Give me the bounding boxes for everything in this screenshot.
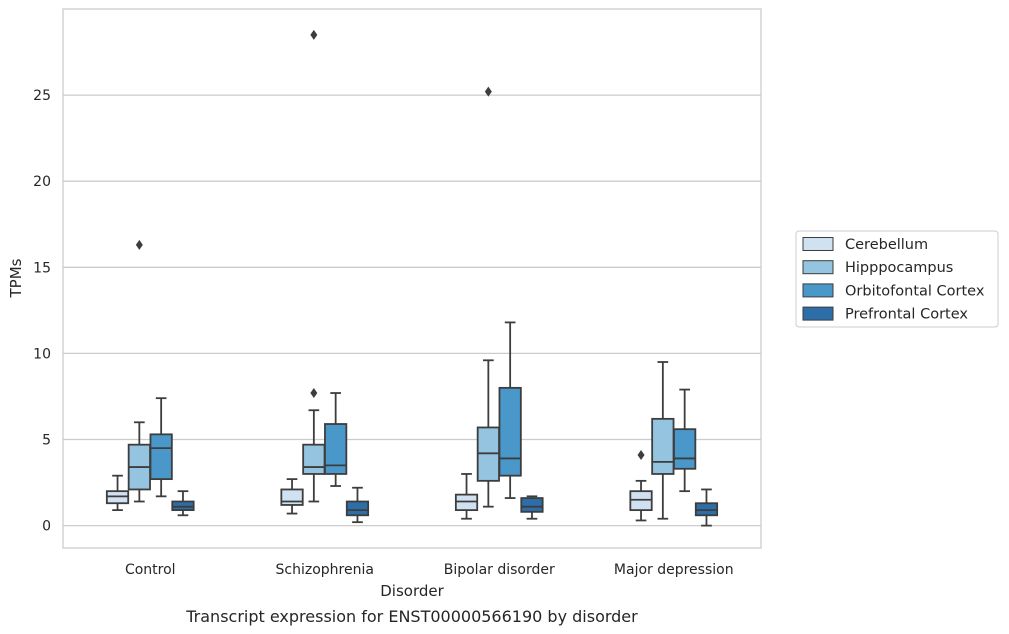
- box-iqr: [302, 443, 326, 475]
- plot-frame: [62, 8, 762, 549]
- x-tick-label: Major depression: [614, 562, 734, 578]
- box-iqr: [498, 386, 522, 477]
- box-element: [651, 361, 675, 520]
- box-iqr: [324, 423, 348, 475]
- legend-label: Cerebellum: [845, 237, 928, 253]
- x-tick-label: Bipolar disorder: [444, 562, 555, 578]
- box-element: [629, 450, 653, 522]
- outlier-point: [637, 450, 645, 461]
- outlier-point: [484, 86, 492, 97]
- x-axis-ticks: Control Schizophrenia Bipolar disorder Majo…: [125, 562, 734, 578]
- outlier-point: [310, 388, 318, 399]
- x-tick-label: Schizophrenia: [276, 562, 374, 578]
- box-iqr: [673, 428, 697, 470]
- outlier-point: [135, 239, 143, 250]
- y-tick-label: 5: [42, 433, 51, 449]
- legend-label: Hipppocampus: [845, 260, 953, 276]
- series-group: [171, 486, 719, 527]
- box-iqr: [651, 417, 675, 475]
- box-element: [476, 86, 500, 508]
- box-iqr: [280, 488, 304, 506]
- series-group: [149, 321, 697, 499]
- y-axis-title: TPMs: [7, 258, 25, 298]
- box-element: [171, 490, 195, 517]
- box-iqr: [520, 497, 544, 513]
- box-element: [673, 388, 697, 493]
- legend-label: Prefrontal Cortex: [845, 307, 968, 323]
- box-element: [520, 495, 544, 520]
- y-tick-label: 0: [42, 519, 51, 535]
- y-tick-label: 25: [33, 88, 51, 104]
- legend-swatch: [802, 283, 834, 298]
- y-tick-label: 20: [33, 174, 51, 190]
- box-element: [324, 392, 348, 487]
- legend-swatch: [802, 260, 834, 275]
- outlier-point: [310, 29, 318, 40]
- y-axis-ticks: 0 5 10 15 20 25: [33, 88, 51, 535]
- series-group: [105, 450, 653, 522]
- box-element: [149, 397, 173, 498]
- box-iqr: [149, 433, 173, 481]
- legend-label: Orbitofontal Cortex: [845, 283, 985, 299]
- series-group: [127, 29, 675, 520]
- box-element: [694, 488, 719, 527]
- box-element: [345, 486, 370, 524]
- box-iqr: [345, 500, 370, 517]
- box-element: [105, 474, 130, 512]
- x-tick-label: Control: [125, 562, 176, 578]
- box-element: [280, 478, 304, 515]
- horizontal-gridlines: [63, 94, 761, 527]
- box-element: [302, 29, 326, 503]
- y-tick-label: 15: [33, 260, 51, 276]
- box-element: [498, 321, 522, 499]
- y-tick-label: 10: [33, 346, 51, 362]
- chart-caption: Transcript expression for ENST0000056619…: [185, 607, 638, 626]
- legend-swatch: [802, 237, 834, 251]
- box-groups: [105, 29, 719, 527]
- box-element: [454, 473, 479, 520]
- legend: Cerebellum Hipppocampus Orbitofontal Corte…: [795, 230, 999, 328]
- x-axis-title: Disorder: [380, 582, 444, 600]
- legend-frame: [795, 230, 999, 328]
- legend-swatch: [802, 306, 834, 321]
